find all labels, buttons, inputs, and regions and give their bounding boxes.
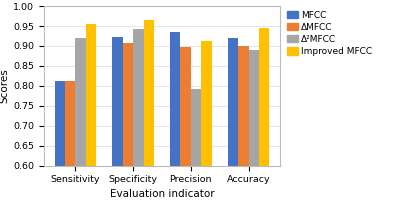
- Bar: [259, 28, 269, 202]
- Bar: [228, 38, 238, 202]
- Bar: [144, 20, 154, 202]
- X-axis label: Evaluation indicator: Evaluation indicator: [110, 188, 214, 199]
- Bar: [201, 41, 212, 202]
- Y-axis label: Scores: Scores: [0, 68, 9, 103]
- Legend: MFCC, ΔMFCC, Δ²MFCC, Improved MFCC: MFCC, ΔMFCC, Δ²MFCC, Improved MFCC: [287, 11, 372, 56]
- Bar: [238, 46, 248, 202]
- Bar: [123, 43, 133, 202]
- Bar: [133, 29, 144, 202]
- Bar: [191, 89, 201, 202]
- Bar: [180, 47, 191, 202]
- Bar: [55, 81, 65, 202]
- Bar: [112, 37, 123, 202]
- Bar: [65, 81, 76, 202]
- Bar: [86, 24, 96, 202]
- Bar: [76, 38, 86, 202]
- Bar: [170, 32, 180, 202]
- Bar: [248, 50, 259, 202]
